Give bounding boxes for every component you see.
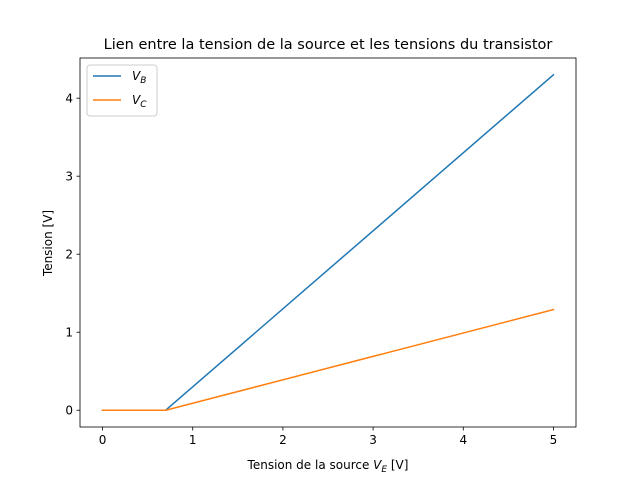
- legend-label-VB: VB: [132, 69, 146, 86]
- x-tick-label: 1: [189, 433, 197, 447]
- x-axis-label-variable: V: [373, 458, 382, 472]
- x-tick-label: 2: [279, 433, 287, 447]
- y-tick-label: 3: [65, 169, 73, 183]
- x-axis-label-subscript: E: [381, 465, 387, 475]
- plot-area: [79, 57, 577, 428]
- y-axis-label: Tension [V]: [41, 210, 55, 277]
- y-axis: 0 1 2 3 4: [65, 91, 80, 418]
- series-layer: [101, 73, 555, 411]
- legend: VB VC: [86, 64, 158, 117]
- x-tick-label: 4: [459, 433, 467, 447]
- legend-frame: [86, 64, 158, 117]
- x-axis-label: Tension de la source VE [V]: [247, 458, 409, 475]
- x-axis-label-prefix: Tension de la source: [247, 458, 374, 472]
- legend-items: VB VC: [93, 69, 147, 110]
- plot-background: [80, 58, 576, 427]
- series-line-VC: [101, 308, 555, 411]
- y-tick-label: 0: [65, 404, 73, 418]
- x-tick-label: 0: [99, 433, 107, 447]
- legend-label-VC: VC: [132, 93, 147, 110]
- y-tick-label: 1: [65, 326, 73, 340]
- y-tick-label: 4: [65, 91, 73, 105]
- y-tick-label: 2: [65, 248, 73, 262]
- x-tick-label: 5: [550, 433, 558, 447]
- axes-frame: [79, 57, 577, 428]
- x-axis: 0 1 2 3 4 5: [99, 427, 558, 447]
- chart-title: Lien entre la tension de la source et le…: [104, 37, 553, 53]
- x-tick-label: 3: [369, 433, 377, 447]
- x-axis-label-suffix: [V]: [387, 458, 408, 472]
